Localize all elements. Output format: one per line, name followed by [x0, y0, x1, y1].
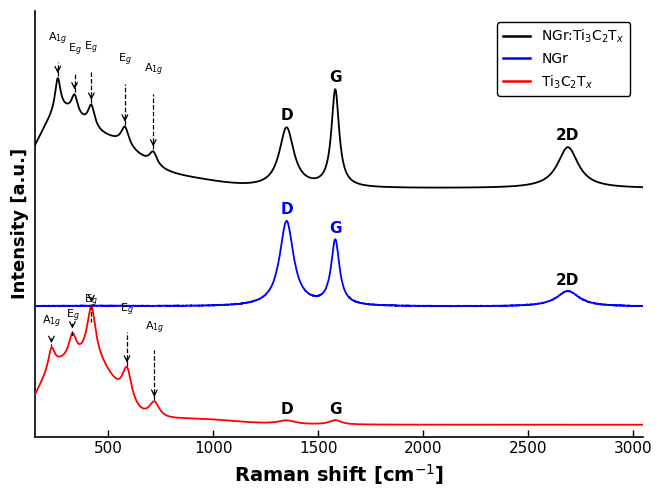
Text: E$_g$: E$_g$	[68, 42, 81, 58]
Text: E$_g$: E$_g$	[84, 292, 98, 309]
X-axis label: Raman shift [cm$^{-1}$]: Raman shift [cm$^{-1}$]	[234, 462, 444, 487]
Text: E$_g$: E$_g$	[120, 302, 134, 318]
Text: E$_g$: E$_g$	[66, 308, 79, 324]
Text: G: G	[329, 221, 342, 236]
Y-axis label: Intensity [a.u.]: Intensity [a.u.]	[11, 148, 29, 299]
Text: 2D: 2D	[556, 273, 580, 288]
Text: E$_g$: E$_g$	[84, 40, 98, 56]
Text: 2D: 2D	[556, 128, 580, 143]
Text: D: D	[280, 402, 293, 417]
Text: D: D	[280, 108, 293, 123]
Text: G: G	[329, 70, 342, 85]
Legend: NGr:Ti$_3$C$_2$T$_x$, NGr, Ti$_3$C$_2$T$_x$: NGr:Ti$_3$C$_2$T$_x$, NGr, Ti$_3$C$_2$T$…	[497, 22, 630, 96]
Text: E$_g$: E$_g$	[118, 52, 132, 68]
Text: A$_{1g}$: A$_{1g}$	[144, 62, 163, 78]
Text: A$_{1g}$: A$_{1g}$	[48, 30, 67, 47]
Text: D: D	[280, 202, 293, 217]
Text: A$_{1g}$: A$_{1g}$	[42, 314, 61, 330]
Text: A$_{1g}$: A$_{1g}$	[145, 320, 164, 336]
Text: G: G	[329, 402, 342, 417]
